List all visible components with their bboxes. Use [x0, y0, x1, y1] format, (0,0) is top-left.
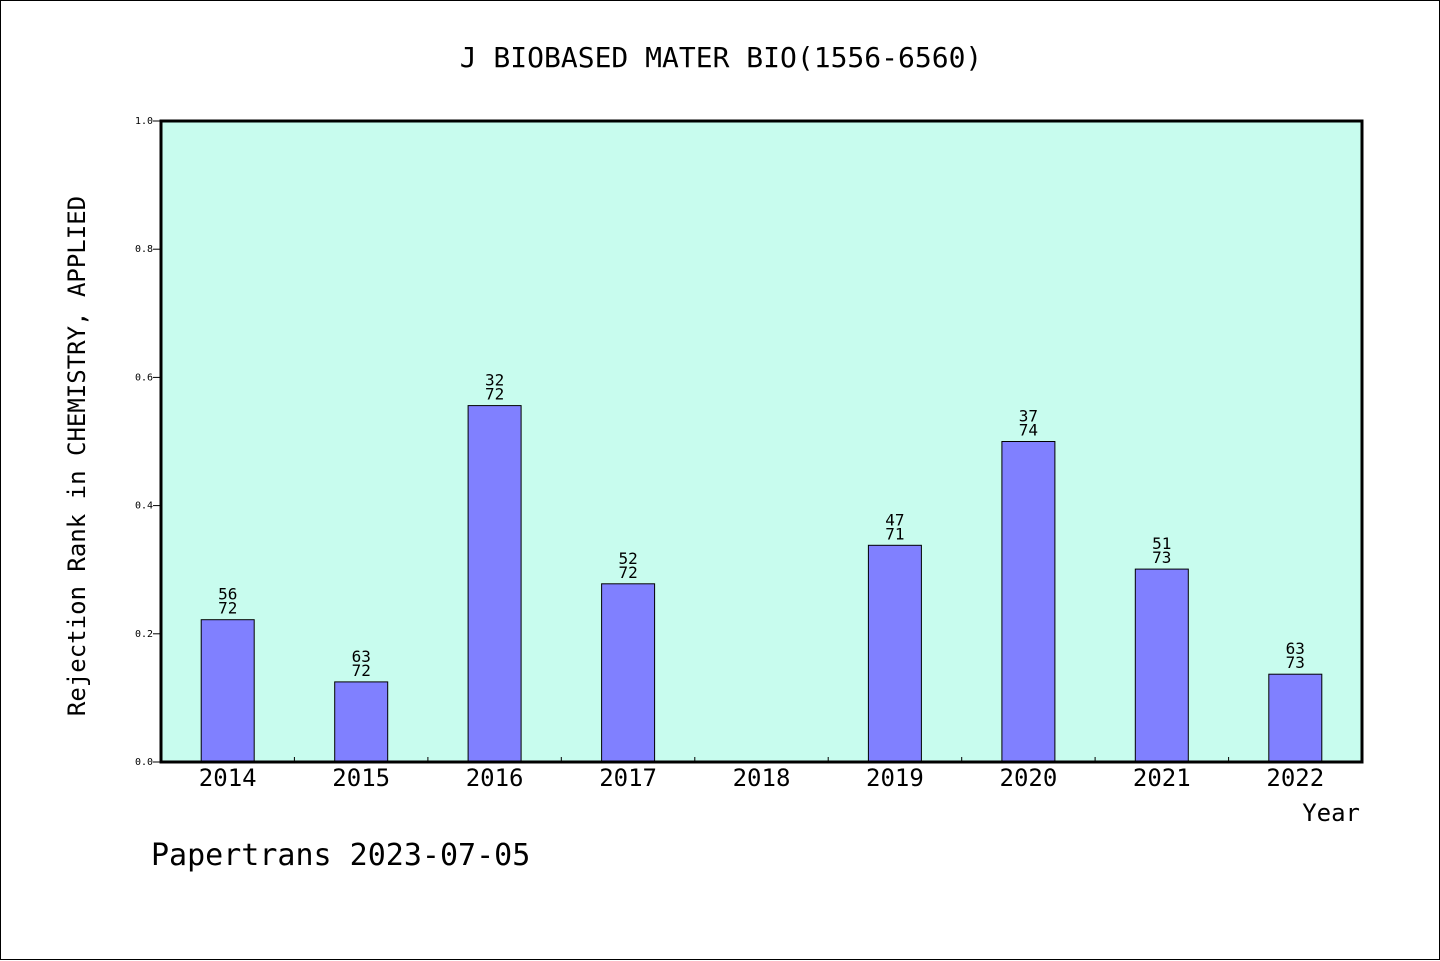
x-tick-label-2018: 2018 [733, 764, 791, 792]
x-tick-label-2015: 2015 [332, 764, 390, 792]
bar-2019 [867, 544, 922, 763]
y-tick-label: 0.0 [135, 757, 153, 768]
x-tick-label-2022: 2022 [1266, 764, 1324, 792]
bar-label-bottom-2017: 72 [618, 563, 637, 582]
x-tick-label-2016: 2016 [466, 764, 524, 792]
x-axis-label: Year [1302, 799, 1360, 827]
y-tick-label: 0.4 [135, 501, 153, 512]
y-tick-label: 0.2 [135, 629, 153, 640]
x-tick-label-2019: 2019 [866, 764, 924, 792]
chart-title: J BIOBASED MATER BIO(1556-6560) [460, 41, 983, 74]
bar-label-top-2019: 47 [885, 510, 904, 529]
bar-2020 [1001, 441, 1056, 763]
bar-2021 [1134, 568, 1189, 763]
y-tick-label: 0.6 [135, 372, 153, 383]
bar-label-bottom-2021: 73 [1152, 548, 1171, 567]
bar-label-top-2020: 37 [1019, 407, 1038, 426]
bar-label-top-2015: 63 [352, 647, 371, 666]
footer-credit: Papertrans 2023-07-05 [151, 838, 530, 873]
bar-label-top-2017: 52 [618, 549, 637, 568]
y-tick-label: 1.0 [135, 116, 153, 127]
bar-2022 [1268, 673, 1323, 763]
bar-2015 [334, 681, 389, 763]
bar-label-bottom-2014: 72 [218, 599, 237, 618]
y-axis-label: Rejection Rank in CHEMISTRY, APPLIED [63, 196, 91, 716]
x-tick-label-2021: 2021 [1133, 764, 1191, 792]
bar-label-bottom-2015: 72 [352, 661, 371, 680]
bar-label-bottom-2020: 74 [1019, 421, 1038, 440]
bar-label-bottom-2019: 71 [885, 524, 904, 543]
bar-2014 [200, 619, 255, 763]
x-tick-label-2014: 2014 [199, 764, 257, 792]
bar-label-top-2016: 32 [485, 371, 504, 390]
bar-label-top-2022: 63 [1286, 639, 1305, 658]
plot-border [159, 119, 1364, 764]
bar-2017 [601, 583, 656, 763]
bar-label-top-2014: 56 [218, 585, 237, 604]
x-tick-label-2017: 2017 [599, 764, 657, 792]
x-tick-label-2020: 2020 [1000, 764, 1058, 792]
y-tick-label: 0.8 [135, 244, 153, 255]
bar-2016 [467, 405, 522, 763]
bar-label-top-2021: 51 [1152, 534, 1171, 553]
bar-label-bottom-2022: 73 [1286, 653, 1305, 672]
bar-label-bottom-2016: 72 [485, 385, 504, 404]
